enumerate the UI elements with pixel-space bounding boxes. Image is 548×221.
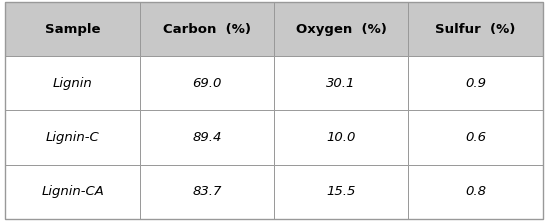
Text: 89.4: 89.4 (192, 131, 221, 144)
Bar (5, 110, 140, 165)
Bar (140, 56, 274, 110)
Text: 30.1: 30.1 (327, 77, 356, 90)
Text: Carbon  (%): Carbon (%) (163, 23, 251, 36)
Bar (274, 2, 408, 56)
Bar (408, 56, 543, 110)
Text: 0.8: 0.8 (465, 185, 486, 198)
Bar (274, 165, 408, 219)
Text: 15.5: 15.5 (327, 185, 356, 198)
Bar (140, 165, 274, 219)
Text: 69.0: 69.0 (192, 77, 221, 90)
Text: Lignin: Lignin (53, 77, 93, 90)
Text: 83.7: 83.7 (192, 185, 221, 198)
Bar (140, 2, 274, 56)
Bar (5, 165, 140, 219)
Bar (5, 56, 140, 110)
Bar (274, 56, 408, 110)
Text: 0.9: 0.9 (465, 77, 486, 90)
Bar (408, 165, 543, 219)
Bar (274, 110, 408, 165)
Text: 10.0: 10.0 (327, 131, 356, 144)
Text: Sample: Sample (45, 23, 100, 36)
Bar (5, 2, 140, 56)
Text: Sulfur  (%): Sulfur (%) (435, 23, 516, 36)
Text: Lignin-CA: Lignin-CA (41, 185, 104, 198)
Bar (408, 110, 543, 165)
Text: Lignin-C: Lignin-C (45, 131, 100, 144)
Bar (140, 110, 274, 165)
Text: 0.6: 0.6 (465, 131, 486, 144)
Text: Oxygen  (%): Oxygen (%) (296, 23, 386, 36)
Bar (408, 2, 543, 56)
